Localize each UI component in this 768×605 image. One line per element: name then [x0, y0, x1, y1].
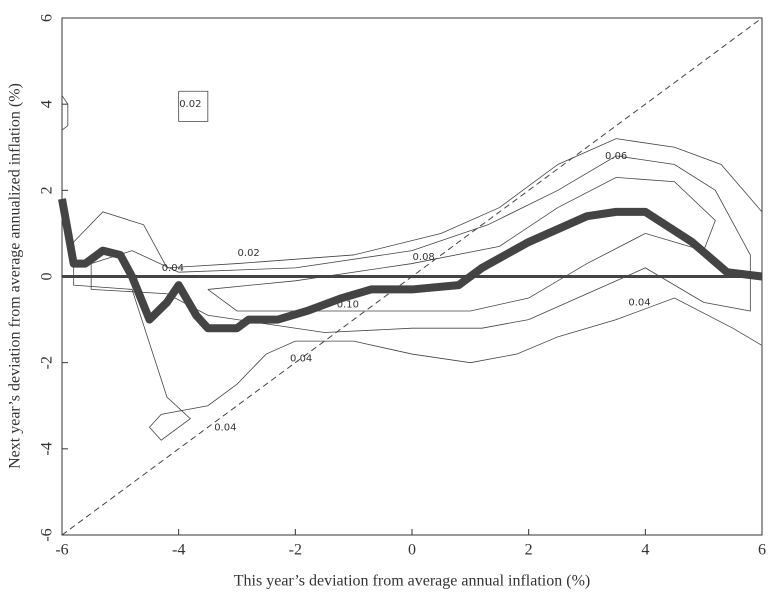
x-tick-label: -4	[172, 542, 185, 559]
contour-label: 0.04	[162, 263, 184, 274]
contour-label: 0.08	[413, 252, 435, 263]
y-axis-label: Next year’s deviation from average annua…	[7, 83, 24, 469]
contour-label: 0.10	[337, 300, 359, 311]
y-tick-label: 0	[39, 273, 56, 281]
x-tick-label: 4	[641, 542, 649, 559]
contour	[178, 90, 209, 122]
y-tick-label: -6	[39, 528, 56, 541]
smoothed-line	[58, 198, 763, 333]
contour-label: 0.02	[179, 99, 201, 110]
contour-label: 0.04	[214, 422, 236, 433]
contour	[73, 138, 763, 441]
y-tick-label: 2	[39, 186, 56, 194]
x-tick-label: -6	[55, 542, 68, 559]
x-tick-label: -2	[289, 542, 302, 559]
y-tick-label: -2	[39, 356, 56, 369]
y-tick-label: 6	[39, 14, 56, 22]
y-tick-label: -4	[39, 442, 56, 455]
contour-label: 0.04	[628, 297, 650, 308]
x-tick-label: 2	[525, 542, 533, 559]
y-tick-label: 4	[39, 100, 56, 108]
contour	[207, 177, 716, 312]
x-axis-label: This year’s deviation from average annua…	[234, 573, 590, 590]
contour-label: 0.04	[290, 353, 312, 364]
contour	[61, 95, 69, 131]
x-tick-label: 6	[758, 542, 766, 559]
x-tick-label: 0	[408, 542, 416, 559]
contour-label: 0.02	[238, 248, 260, 259]
contour-label: 0.06	[605, 151, 627, 162]
